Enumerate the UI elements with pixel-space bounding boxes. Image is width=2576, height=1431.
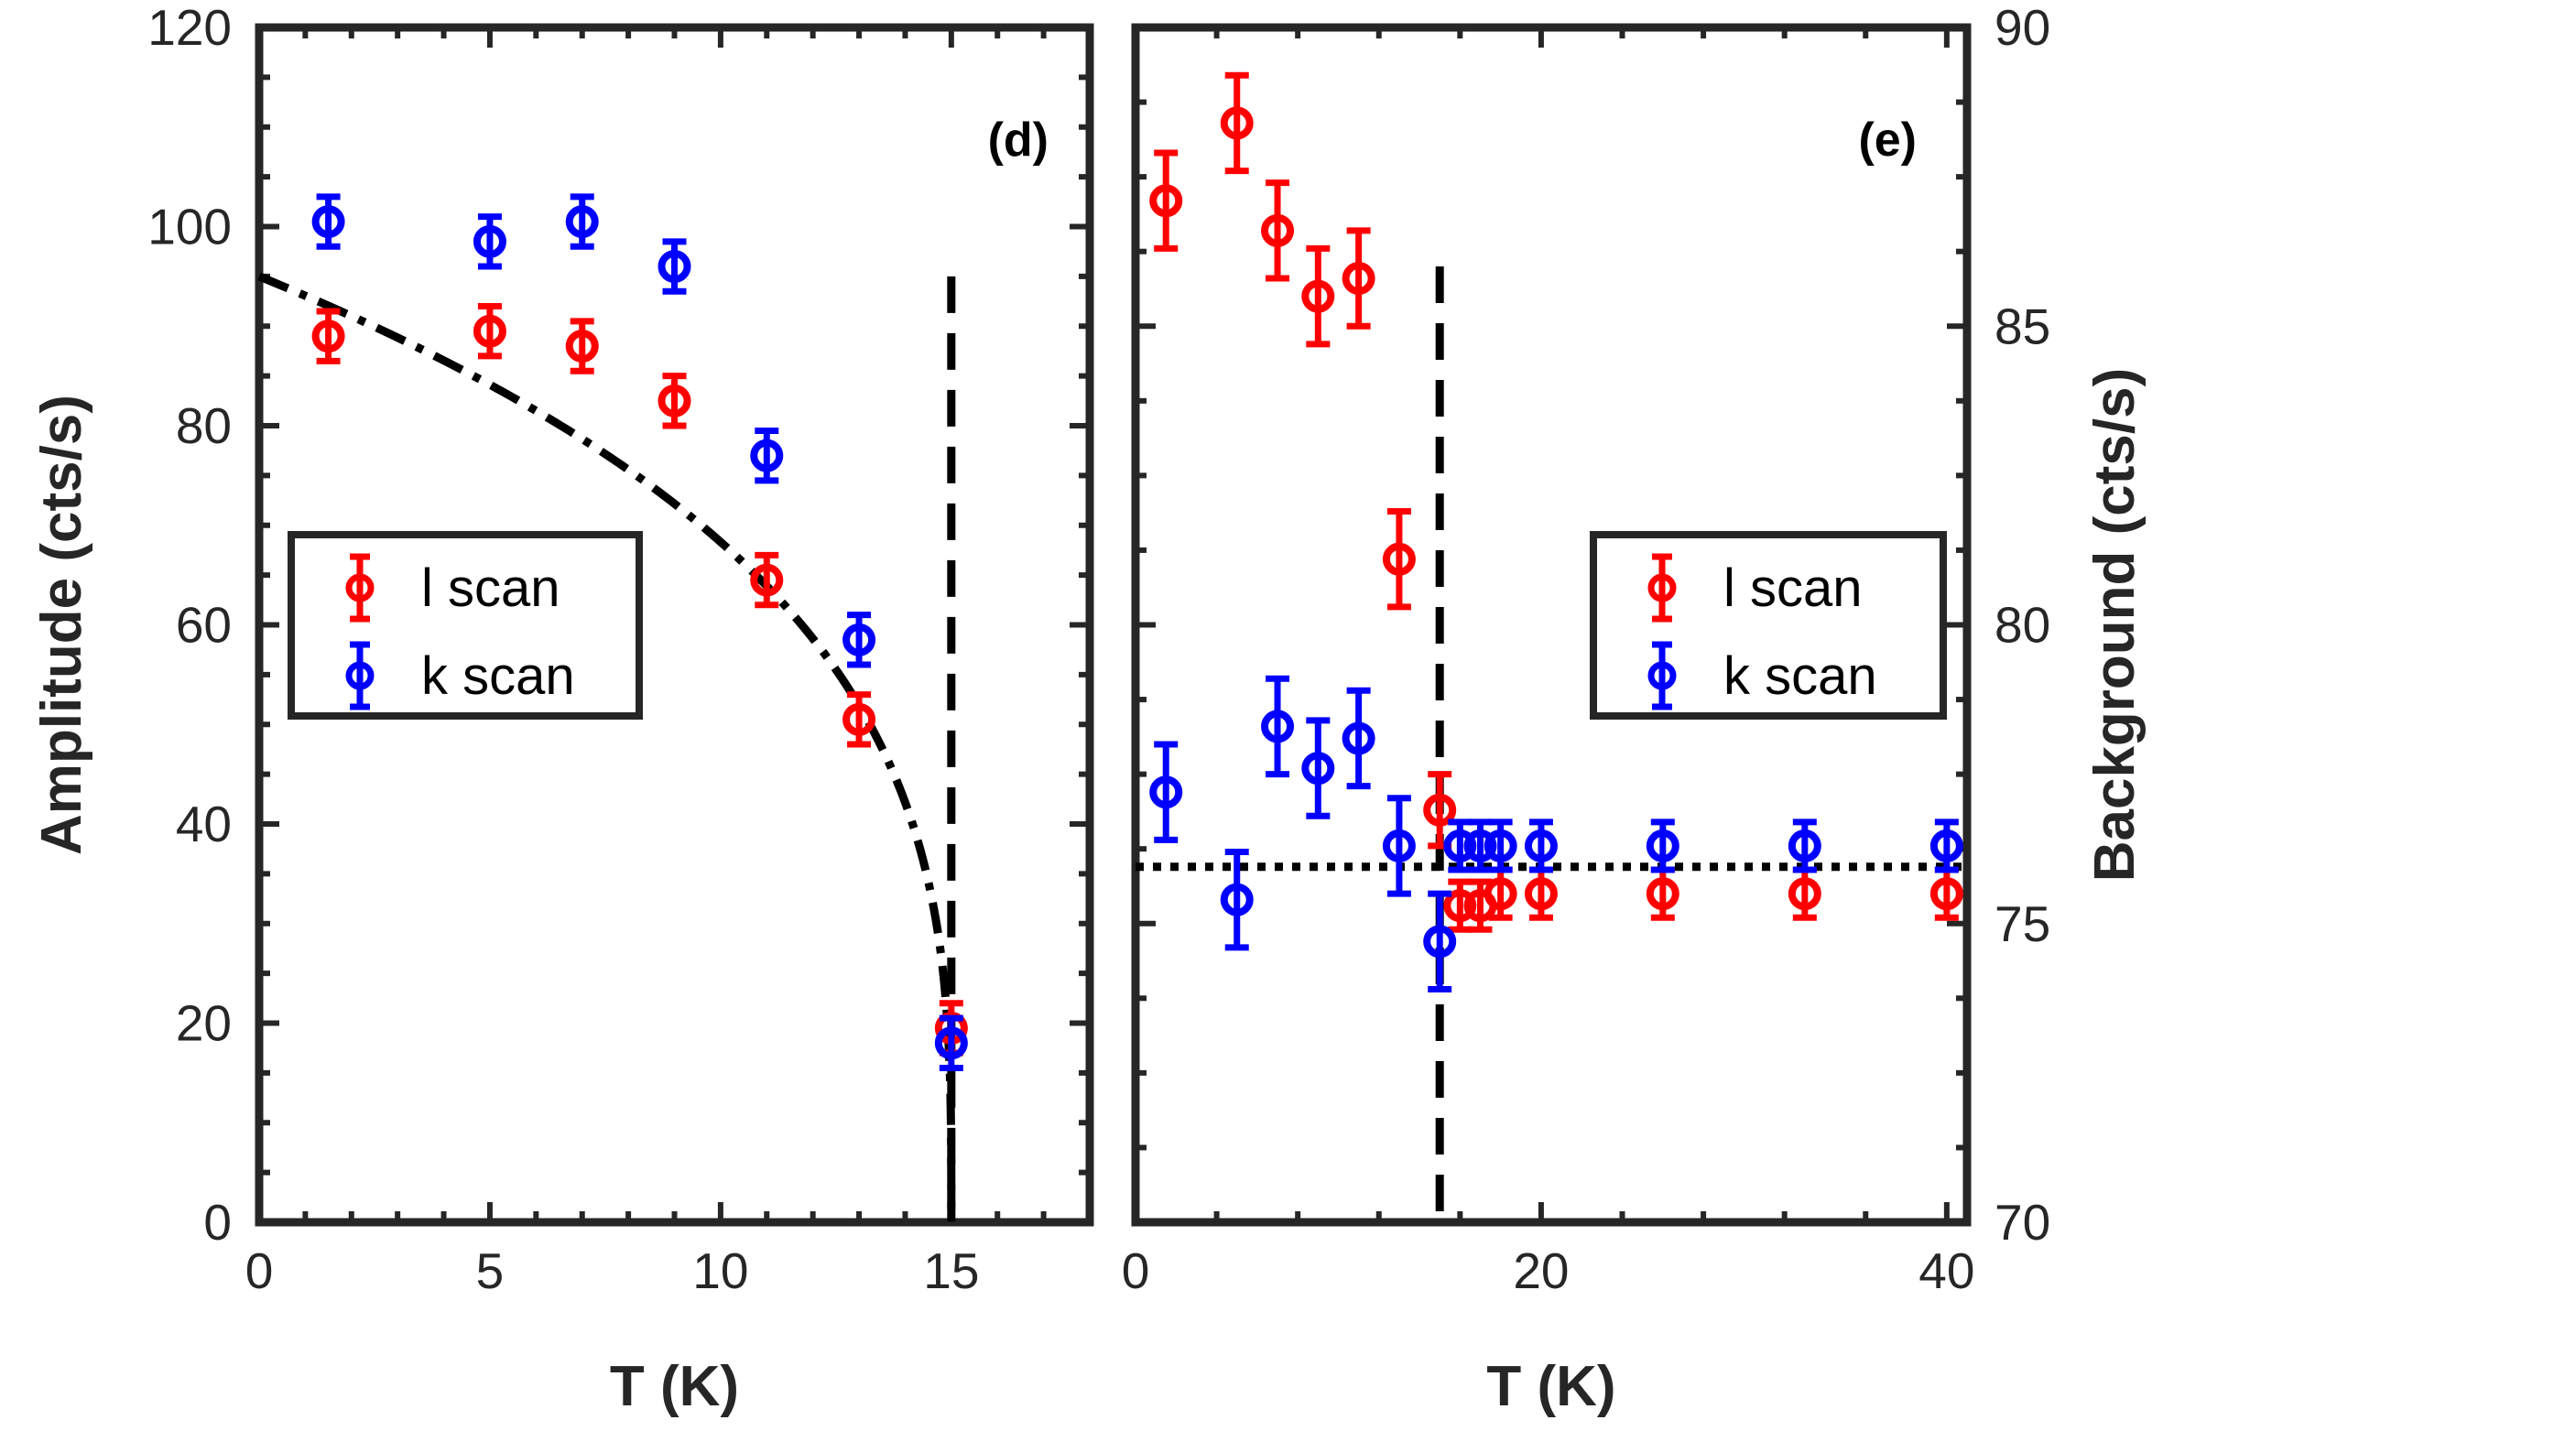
y-tick-label: 100 — [147, 199, 232, 255]
panel-e-background: 0 20 40 70 75 80 85 90 T (K) Background (cts/s) (e… — [1122, 0, 2147, 1418]
data-point — [1149, 775, 1183, 809]
fit-curve — [257, 272, 956, 1222]
panel-tag-e: (e) — [1858, 114, 1917, 167]
data-point — [1220, 106, 1254, 140]
legend-box — [288, 531, 643, 720]
data-point — [1484, 829, 1517, 862]
data-point — [1788, 829, 1821, 862]
data-point — [1261, 710, 1295, 743]
panel-d-amplitude: 0 5 10 15 0 20 40 60 80 100 120 T (K) Amplitude (cts… — [30, 0, 1094, 1418]
data-point — [1646, 877, 1679, 911]
y-tick-label: 70 — [1994, 1194, 2050, 1251]
data-point — [473, 224, 506, 258]
data-point — [1382, 542, 1416, 576]
y-tick-label: 0 — [203, 1194, 232, 1251]
y-tick-label: 85 — [1994, 298, 2050, 354]
y-tick-label: 40 — [176, 796, 232, 852]
data-point — [1443, 829, 1477, 862]
legend-label: k scan — [1723, 646, 1877, 706]
legend-marker — [345, 573, 375, 602]
data-point — [1524, 877, 1558, 911]
data-point — [658, 384, 691, 417]
y-tick-label: 90 — [1994, 0, 2050, 56]
x-axis-label: T (K) — [610, 1355, 739, 1418]
data-point — [1788, 877, 1821, 911]
data-point — [311, 320, 345, 353]
data-point — [1149, 184, 1183, 218]
data-point — [311, 205, 345, 239]
data-point — [1484, 877, 1517, 911]
data-point — [1463, 829, 1497, 862]
data-point — [1301, 752, 1335, 786]
legend-label: l scan — [1723, 558, 1863, 618]
legend-e: l scan k scan — [1590, 531, 1947, 720]
legend-marker — [1647, 573, 1677, 602]
y-tick-label: 80 — [1994, 597, 2050, 654]
data-point — [1929, 877, 1963, 911]
data-point — [934, 1026, 968, 1060]
y-tick-label: 120 — [147, 0, 232, 56]
data-point — [1342, 721, 1375, 755]
x-axis-label: T (K) — [1486, 1355, 1615, 1418]
data-point — [1929, 829, 1963, 862]
data-point — [473, 314, 506, 348]
y-tick-label: 60 — [176, 597, 232, 654]
legend-d: l scan k scan — [288, 531, 643, 720]
series-k-scan-e — [1149, 675, 1963, 993]
legend-marker — [1647, 661, 1677, 690]
data-point — [1301, 279, 1335, 313]
x-tick-label: 10 — [692, 1242, 748, 1299]
data-point — [1220, 883, 1254, 916]
series-k-scan-d — [311, 193, 968, 1071]
x-tick-label: 20 — [1513, 1242, 1569, 1299]
data-point — [842, 702, 876, 736]
data-point — [565, 205, 599, 239]
y-tick-label: 20 — [176, 995, 232, 1052]
x-tick-label: 40 — [1918, 1242, 1974, 1299]
legend-box — [1590, 531, 1947, 720]
data-point — [842, 623, 876, 656]
series-l-scan-e — [1149, 71, 1963, 933]
x-tick-label: 0 — [245, 1242, 274, 1299]
data-point — [750, 439, 784, 472]
legend-label: k scan — [421, 646, 575, 706]
data-point — [1423, 793, 1457, 827]
y-axis-label: Background (cts/s) — [2083, 368, 2147, 883]
legend-label: l scan — [421, 558, 560, 618]
y-tick-label: 75 — [1994, 895, 2050, 952]
data-point — [1423, 925, 1457, 959]
y-axis-label: Amplitude (cts/s) — [30, 395, 93, 855]
x-tick-label: 0 — [1122, 1242, 1150, 1299]
data-point — [1646, 829, 1679, 862]
data-point — [565, 330, 599, 363]
data-point — [1342, 262, 1375, 296]
data-point — [1261, 213, 1295, 247]
data-point — [658, 250, 691, 283]
legend-marker — [345, 661, 375, 690]
panel-tag-d: (d) — [988, 114, 1049, 167]
data-point — [1524, 829, 1558, 862]
data-point — [750, 563, 784, 597]
data-point — [1382, 829, 1416, 862]
data-point — [1443, 889, 1477, 923]
y-tick-label: 80 — [176, 397, 232, 454]
x-tick-label: 5 — [476, 1242, 505, 1299]
x-tick-label: 15 — [923, 1242, 979, 1299]
